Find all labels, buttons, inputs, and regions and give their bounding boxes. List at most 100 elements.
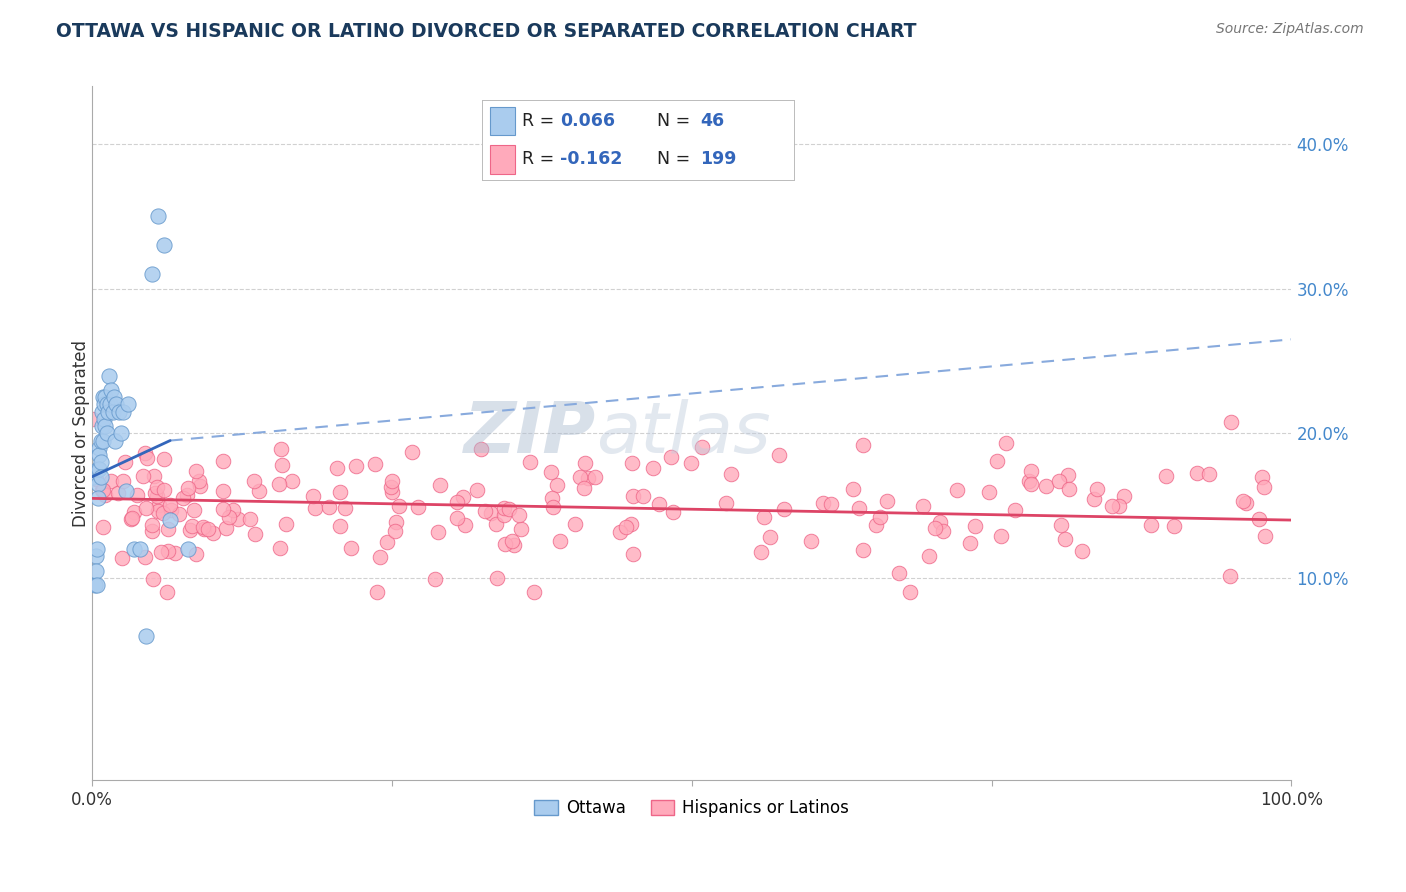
Point bbox=[492, 508, 515, 522]
Point bbox=[541, 491, 564, 506]
Point bbox=[211, 484, 233, 499]
Point bbox=[110, 426, 132, 441]
Point bbox=[620, 516, 643, 531]
Point bbox=[177, 541, 200, 556]
Point bbox=[641, 461, 664, 475]
Point bbox=[96, 426, 118, 441]
Point bbox=[1050, 517, 1073, 532]
Point bbox=[142, 469, 165, 483]
Point bbox=[481, 506, 503, 520]
Point bbox=[380, 481, 402, 495]
Point bbox=[84, 564, 107, 578]
Point bbox=[344, 459, 367, 474]
Point bbox=[186, 464, 208, 478]
Text: ZIP: ZIP bbox=[464, 399, 596, 467]
Point bbox=[548, 534, 571, 549]
Point bbox=[451, 491, 474, 505]
Point bbox=[773, 501, 796, 516]
Point bbox=[148, 504, 170, 518]
Point bbox=[510, 522, 533, 536]
Point bbox=[380, 474, 402, 488]
Point bbox=[614, 520, 637, 534]
Point bbox=[160, 503, 183, 517]
Point bbox=[156, 522, 179, 536]
Point bbox=[1108, 499, 1130, 513]
Point bbox=[121, 511, 143, 525]
Point bbox=[243, 474, 266, 488]
Point bbox=[720, 467, 742, 481]
Point bbox=[583, 469, 606, 483]
Point bbox=[486, 572, 509, 586]
Point bbox=[990, 529, 1012, 543]
Point bbox=[152, 506, 174, 520]
Point bbox=[1056, 467, 1078, 482]
Point bbox=[114, 484, 136, 499]
Point bbox=[543, 500, 565, 515]
Point bbox=[132, 469, 155, 483]
Point bbox=[101, 404, 124, 418]
Point bbox=[107, 485, 129, 500]
Point bbox=[163, 546, 186, 560]
Point bbox=[851, 438, 873, 452]
Point bbox=[492, 500, 515, 515]
Point bbox=[474, 504, 496, 518]
Point bbox=[103, 390, 125, 404]
Text: atlas: atlas bbox=[596, 399, 770, 467]
Point bbox=[117, 397, 139, 411]
Point bbox=[1019, 464, 1042, 478]
Point bbox=[112, 404, 135, 418]
Point bbox=[540, 465, 562, 479]
Point bbox=[87, 462, 110, 476]
Point bbox=[156, 585, 179, 599]
Point bbox=[800, 533, 823, 548]
Point bbox=[97, 404, 120, 418]
Point bbox=[918, 549, 941, 564]
Point bbox=[523, 585, 546, 599]
Point bbox=[318, 500, 340, 515]
Point bbox=[93, 412, 115, 426]
Point bbox=[1254, 529, 1277, 543]
Point bbox=[1163, 519, 1185, 533]
Point bbox=[366, 585, 388, 599]
Y-axis label: Divorced or Separated: Divorced or Separated bbox=[72, 340, 90, 527]
Point bbox=[1047, 474, 1070, 488]
Point bbox=[243, 526, 266, 541]
Point bbox=[1085, 482, 1108, 496]
Point bbox=[129, 541, 152, 556]
Point bbox=[93, 397, 115, 411]
Point bbox=[564, 517, 586, 532]
Point bbox=[1021, 477, 1043, 491]
Point bbox=[326, 461, 349, 475]
Point bbox=[86, 541, 108, 556]
Point bbox=[105, 397, 128, 411]
Point bbox=[714, 496, 737, 510]
Point bbox=[122, 541, 145, 556]
Point bbox=[1071, 544, 1094, 558]
Point bbox=[446, 510, 468, 524]
Point bbox=[239, 512, 262, 526]
Point bbox=[406, 500, 429, 514]
Point bbox=[222, 503, 245, 517]
Point bbox=[141, 517, 163, 532]
Point bbox=[519, 455, 541, 469]
Point bbox=[269, 476, 291, 491]
Point bbox=[146, 480, 169, 494]
Point bbox=[470, 442, 492, 456]
Point bbox=[1232, 494, 1254, 508]
Point bbox=[96, 397, 118, 411]
Point bbox=[120, 512, 142, 526]
Point bbox=[84, 472, 107, 486]
Point bbox=[381, 485, 404, 500]
Point bbox=[811, 496, 834, 510]
Point bbox=[842, 482, 865, 496]
Point bbox=[574, 456, 596, 470]
Point bbox=[965, 519, 987, 533]
Point bbox=[90, 419, 112, 434]
Point bbox=[454, 518, 477, 533]
Point bbox=[388, 499, 411, 513]
Point bbox=[143, 486, 166, 500]
Point bbox=[302, 489, 325, 503]
Point bbox=[188, 479, 211, 493]
Point bbox=[104, 434, 127, 448]
Point bbox=[184, 547, 207, 561]
